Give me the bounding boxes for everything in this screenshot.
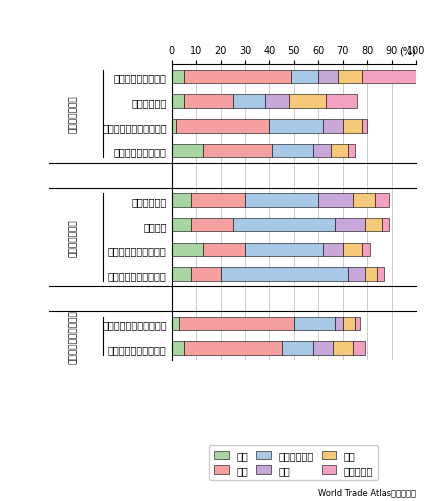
Bar	[338, 71, 363, 84]
Bar	[172, 317, 179, 331]
Bar	[353, 342, 365, 355]
Bar	[272, 145, 314, 158]
Bar	[172, 71, 184, 84]
Bar	[335, 317, 343, 331]
Bar	[347, 268, 365, 281]
Text: World Trade Atlasにより作成: World Trade Atlasにより作成	[318, 487, 416, 496]
Bar	[294, 317, 335, 331]
Bar	[184, 95, 233, 109]
Bar	[282, 342, 314, 355]
Bar	[375, 194, 389, 207]
Bar	[343, 243, 363, 257]
Bar	[318, 71, 338, 84]
Bar	[326, 95, 357, 109]
Bar	[221, 268, 347, 281]
Bar	[363, 243, 370, 257]
Bar	[191, 218, 233, 232]
Bar	[172, 145, 203, 158]
Text: 用途別デバイス: 用途別デバイス	[69, 96, 78, 133]
Bar	[172, 243, 203, 257]
Bar	[318, 194, 353, 207]
Text: (%): (%)	[399, 46, 416, 56]
Bar	[377, 268, 384, 281]
Bar	[172, 268, 191, 281]
Bar	[323, 243, 343, 257]
Bar	[314, 342, 333, 355]
Bar	[172, 342, 184, 355]
Bar	[265, 95, 289, 109]
Bar	[172, 194, 191, 207]
Bar	[365, 268, 377, 281]
Bar	[184, 342, 282, 355]
Bar	[347, 145, 355, 158]
Bar	[191, 194, 245, 207]
Legend: 日本, 中国, アジア太平洋, 北米, 欧州, その他地域: 日本, 中国, アジア太平洋, 北米, 欧州, その他地域	[209, 445, 378, 480]
Bar	[233, 95, 265, 109]
Bar	[269, 120, 323, 133]
Bar	[179, 317, 294, 331]
Bar	[343, 317, 355, 331]
Bar	[365, 218, 382, 232]
Bar	[172, 120, 176, 133]
Bar	[184, 71, 291, 84]
Bar	[363, 71, 416, 84]
Bar	[233, 218, 335, 232]
Bar	[323, 120, 343, 133]
Bar	[343, 120, 363, 133]
Bar	[172, 95, 184, 109]
Bar	[291, 71, 318, 84]
Bar	[245, 194, 318, 207]
Bar	[363, 120, 367, 133]
Bar	[353, 194, 375, 207]
Bar	[203, 145, 272, 158]
Bar	[333, 342, 353, 355]
Bar	[382, 218, 389, 232]
Bar	[176, 120, 269, 133]
Bar	[191, 268, 221, 281]
Bar	[330, 145, 347, 158]
Bar	[314, 145, 331, 158]
Bar	[355, 317, 360, 331]
Text: ディスプレイデバイス: ディスプレイデバイス	[69, 309, 78, 363]
Bar	[245, 243, 323, 257]
Bar	[289, 95, 326, 109]
Text: 半導体デバイス: 半導体デバイス	[69, 219, 78, 257]
Bar	[172, 218, 191, 232]
Bar	[335, 218, 365, 232]
Bar	[203, 243, 245, 257]
